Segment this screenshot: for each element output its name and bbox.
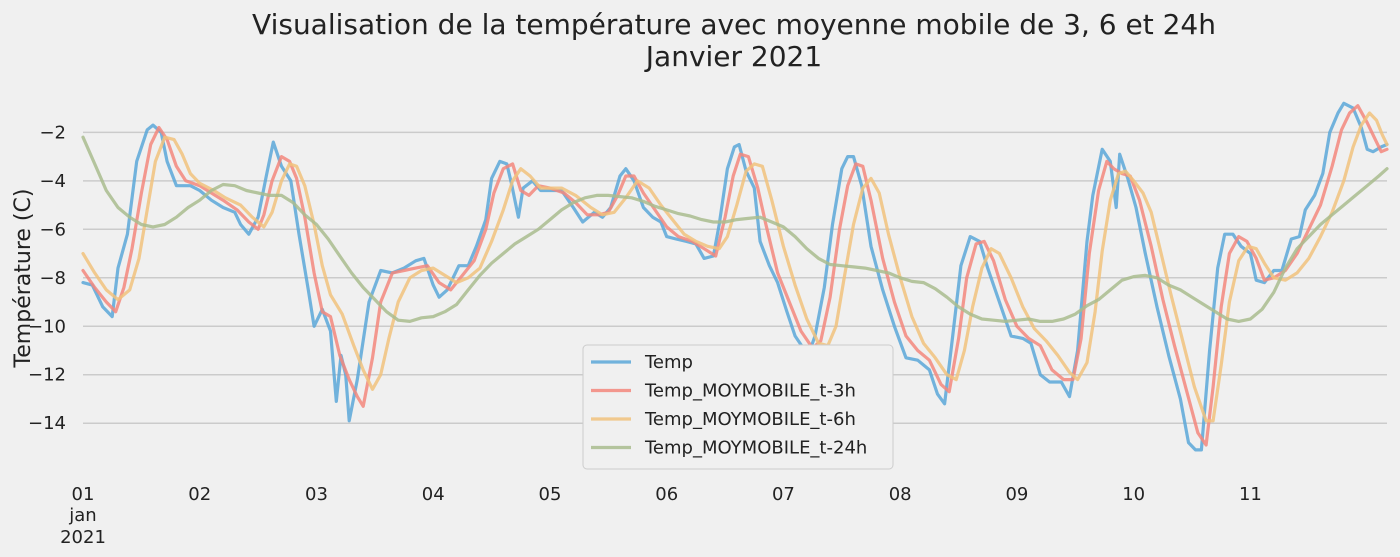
x-tick-sublabel-month: jan [68, 505, 96, 526]
legend-label: Temp_MOYMOBILE_t-3h [644, 381, 856, 402]
series-line-2 [81, 104, 1389, 447]
y-tick-label: −14 [28, 413, 66, 434]
y-axis-ticks: −14 −12 −10 −8 −6 −4 −2 [28, 122, 66, 434]
y-tick-label: −8 [39, 268, 66, 289]
legend-label: Temp_MOYMOBILE_t-24h [644, 438, 867, 459]
x-tick-label: 11 [1239, 484, 1262, 505]
x-tick-label: 10 [1122, 484, 1145, 505]
x-tick-label: 02 [188, 484, 211, 505]
y-axis-label: Température (C) [11, 189, 36, 369]
series-line-3 [81, 111, 1389, 423]
y-tick-label: −2 [39, 122, 66, 143]
x-tick-label: 07 [772, 484, 795, 505]
legend: Temp Temp_MOYMOBILE_t-3h Temp_MOYMOBILE_t-… [582, 344, 894, 470]
y-tick-label: −4 [39, 171, 66, 192]
series-lines [81, 101, 1389, 452]
chart-title: Visualisation de la température avec moy… [252, 8, 1216, 41]
x-tick-label: 01 [72, 484, 95, 505]
chart-subtitle: Janvier 2021 [644, 40, 822, 73]
legend-box [582, 344, 894, 470]
x-tick-sublabel-year: 2021 [60, 527, 106, 548]
x-tick-label: 05 [539, 484, 562, 505]
series-line-4 [81, 135, 1389, 323]
legend-label: Temp [644, 352, 693, 373]
y-tick-label: −10 [28, 316, 66, 337]
legend-label: Temp_MOYMOBILE_t-6h [644, 409, 856, 430]
x-tick-label: 03 [305, 484, 328, 505]
y-tick-label: −6 [39, 219, 66, 240]
series-line-1 [81, 101, 1389, 452]
x-tick-label: 06 [655, 484, 678, 505]
x-tick-label: 08 [889, 484, 912, 505]
y-tick-label: −12 [28, 365, 66, 386]
x-tick-label: 09 [1005, 484, 1028, 505]
x-tick-label: 04 [422, 484, 445, 505]
